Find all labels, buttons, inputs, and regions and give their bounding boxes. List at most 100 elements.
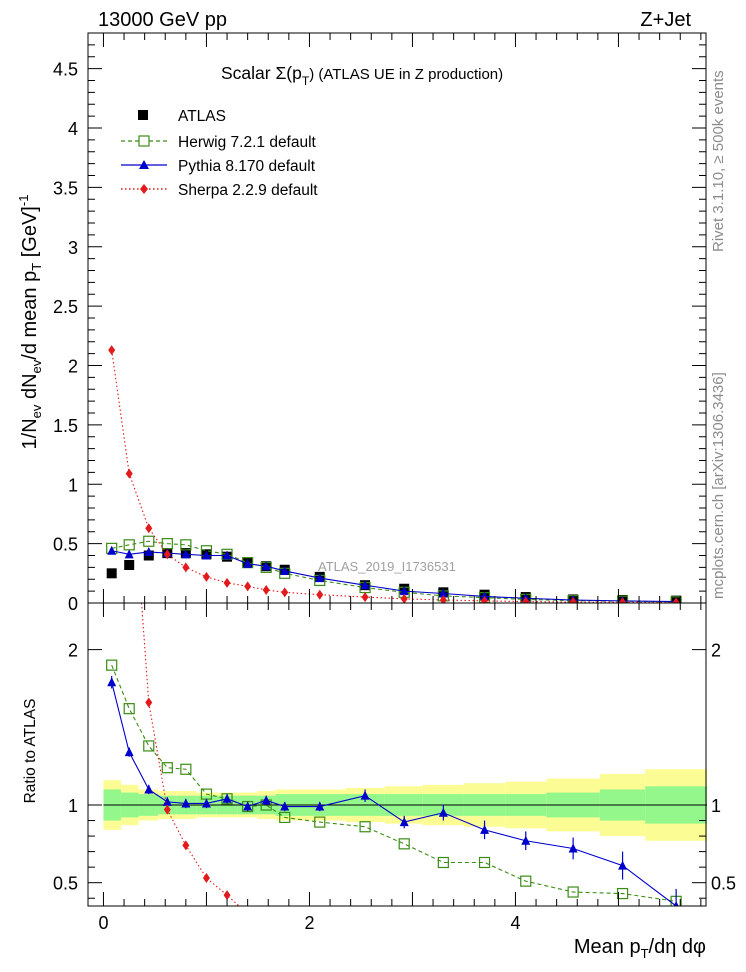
main-point-pythia [201, 550, 211, 560]
main-point-herwig [143, 535, 155, 547]
main-series [106, 345, 682, 603]
legend-marker-atlas [138, 110, 148, 120]
header-process-label: Z+Jet [640, 9, 691, 31]
ratio-ytick-label-right: 1 [711, 796, 721, 816]
ratio-point-pythia [181, 798, 191, 808]
legend-label-herwig: Herwig 7.2.1 default [178, 134, 317, 151]
main-point-pythia [243, 558, 253, 568]
main-ytick-label: 3 [68, 238, 78, 258]
legend-marker-herwig [138, 135, 150, 147]
ratio-point-pythia [280, 801, 290, 811]
ratio-point-pythia [360, 790, 370, 800]
ratio-point-sherpa [163, 804, 171, 815]
main-point-pythia [144, 546, 154, 556]
ratio-point-herwig [359, 821, 371, 833]
main-point-sherpa [202, 571, 210, 582]
ratio-point-sherpa [145, 697, 153, 708]
legend-label-sherpa: Sherpa 2.2.9 default [178, 182, 318, 199]
ratio-line-herwig [111, 664, 677, 902]
ylabel-p3: /d mean p [19, 271, 41, 360]
ratio-point-sherpa [182, 840, 190, 851]
ratio-point-herwig [123, 703, 135, 715]
xlabel-sub: T [641, 946, 649, 961]
ratio-point-pythia [568, 843, 578, 853]
main-point-pythia [222, 550, 232, 560]
ylabel-s1: ev [29, 404, 44, 418]
xtick-label: 2 [304, 913, 314, 933]
ratio-point-pythia [222, 793, 232, 803]
ratio-point-herwig [437, 856, 449, 869]
header-energy-label: 13000 GeV pp [98, 9, 227, 31]
main-point-sherpa [522, 596, 530, 603]
ratio-point-pythia [399, 817, 409, 827]
ratio-line-sherpa [141, 603, 240, 906]
plot-title-a: Scalar Σ(p [221, 63, 302, 83]
main-point-atlas [106, 568, 117, 579]
analysis-watermark: ATLAS_2019_I1736531 [318, 559, 456, 574]
ratio-ytick-label-left: 0.5 [53, 874, 78, 894]
ratio-point-sherpa [126, 427, 133, 437]
main-y-axis-label: 1/Nev dNev/d mean pT [GeV]-1 [16, 195, 44, 450]
main-ytick-label: 4 [68, 119, 78, 139]
ylabel-s2: ev [29, 359, 44, 373]
ratio-ytick-label-left: 2 [68, 641, 78, 661]
ratio-point-herwig [314, 816, 326, 828]
ylabel-s3: T [29, 263, 44, 271]
ratio-point-pythia [201, 798, 211, 808]
ratio-ytick-label-right: 2 [711, 641, 721, 661]
main-point-sherpa [281, 587, 289, 598]
ratio-point-herwig [180, 763, 192, 775]
ratio-point-herwig [567, 886, 579, 898]
ratio-bands [103, 769, 708, 841]
main-ytick-label: 2.5 [53, 297, 78, 317]
ratio-point-pythia [315, 801, 325, 811]
main-ytick-label: 2 [68, 357, 78, 377]
xlabel-a: Mean p [574, 936, 641, 958]
main-point-sherpa [619, 597, 627, 603]
main-ytick-label: 1 [68, 475, 78, 495]
plot-title: Scalar Σ(pT) (ATLAS UE in Z production) [221, 63, 503, 88]
ratio-point-pythia [521, 835, 531, 845]
ratio-point-pythia [673, 901, 679, 906]
ratio-point-pythia [618, 860, 628, 870]
ratio-point-herwig [106, 659, 118, 671]
main-point-pythia [280, 565, 290, 575]
legend-label-pythia: Pythia 8.170 default [178, 158, 316, 175]
ratio-point-herwig [520, 875, 532, 887]
ratio-point-pythia [438, 807, 448, 817]
main-point-sherpa [361, 592, 369, 603]
legend: ATLAS Herwig 7.2.1 default Pythia 8.170 … [121, 108, 318, 199]
ratio-point-sherpa [202, 873, 210, 884]
ratio-point-herwig [616, 887, 629, 900]
main-point-sherpa [439, 595, 447, 603]
ratio-point-pythia [480, 824, 490, 834]
main-point-pythia [107, 545, 117, 555]
ratio-point-sherpa [223, 890, 231, 901]
plot-title-sub: T [302, 74, 310, 88]
main-point-sherpa [108, 345, 116, 356]
main-point-pythia [315, 573, 325, 583]
ratio-ytick-label-left: 1 [68, 796, 78, 816]
ratio-point-pythia [243, 801, 253, 811]
ylabel-p4: [GeV] [19, 206, 41, 263]
main-point-atlas [124, 560, 135, 570]
main-ytick-label: 0.5 [53, 535, 78, 555]
main-point-sherpa [400, 593, 408, 603]
series-layer [106, 345, 682, 919]
legend-label-atlas: ATLAS [178, 108, 226, 125]
legend-marker-sherpa [140, 184, 148, 194]
main-point-sherpa [223, 577, 231, 588]
main-point-sherpa [316, 589, 324, 600]
main-point-sherpa [182, 562, 190, 573]
main-point-sherpa [163, 549, 171, 560]
plot-title-b: ) (ATLAS UE in Z production) [309, 66, 503, 83]
ratio-point-herwig [398, 838, 410, 850]
ratio-point-pythia [124, 747, 134, 757]
ratio-plot-frame [87, 602, 707, 907]
main-ytick-label: 3.5 [53, 178, 78, 198]
main-point-sherpa [569, 597, 577, 603]
main-point-sherpa [672, 597, 680, 603]
ratio-point-pythia [261, 795, 271, 805]
ratio-point-sherpa [244, 909, 251, 919]
ratio-point-herwig [279, 811, 291, 824]
